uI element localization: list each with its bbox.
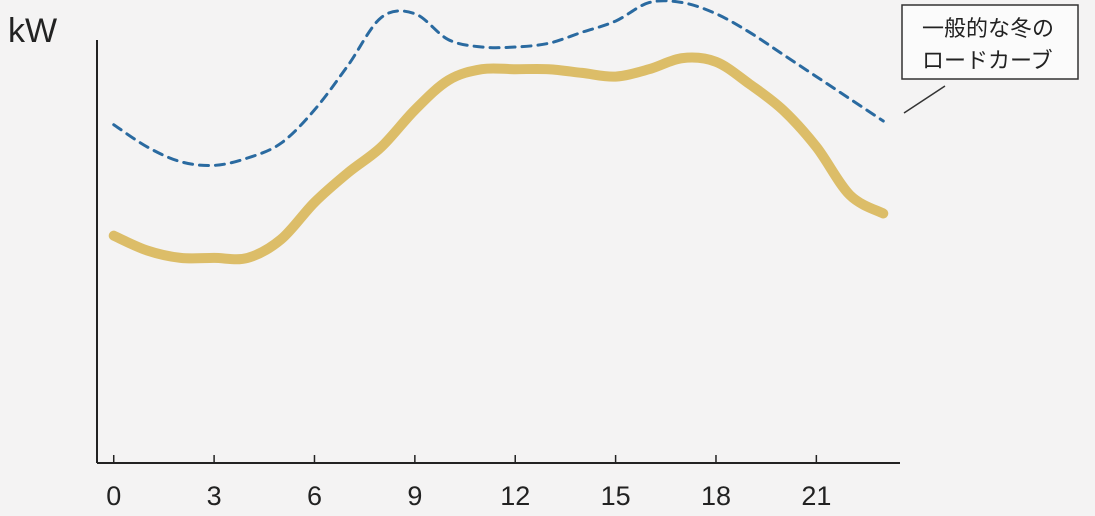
y-axis-label: kW	[8, 12, 57, 50]
x-tick-label: 9	[407, 481, 422, 511]
x-ticks: 0 3 6 9 12 15 18 21	[106, 455, 831, 511]
annotation-box	[901, 4, 1079, 80]
series-group	[108, 0, 889, 265]
solid-series-line	[108, 52, 889, 265]
x-tick-label: 6	[307, 481, 322, 511]
x-tick-label: 3	[207, 481, 222, 511]
x-tick-label: 18	[701, 481, 731, 511]
x-tick-label: 12	[500, 481, 530, 511]
x-tick-label: 21	[801, 481, 831, 511]
axes: kW	[8, 12, 900, 464]
x-tick-label: 15	[601, 481, 631, 511]
x-tick-label: 0	[106, 481, 121, 511]
dashed-series-line	[112, 0, 885, 168]
annotation-line-2: ロードカーブ	[922, 49, 1053, 74]
legend-annotation: 一般的な冬の ロードカーブ	[901, 4, 1079, 114]
annotation-line-1: 一般的な冬の	[922, 17, 1054, 42]
annotation-leader-line	[903, 85, 946, 114]
